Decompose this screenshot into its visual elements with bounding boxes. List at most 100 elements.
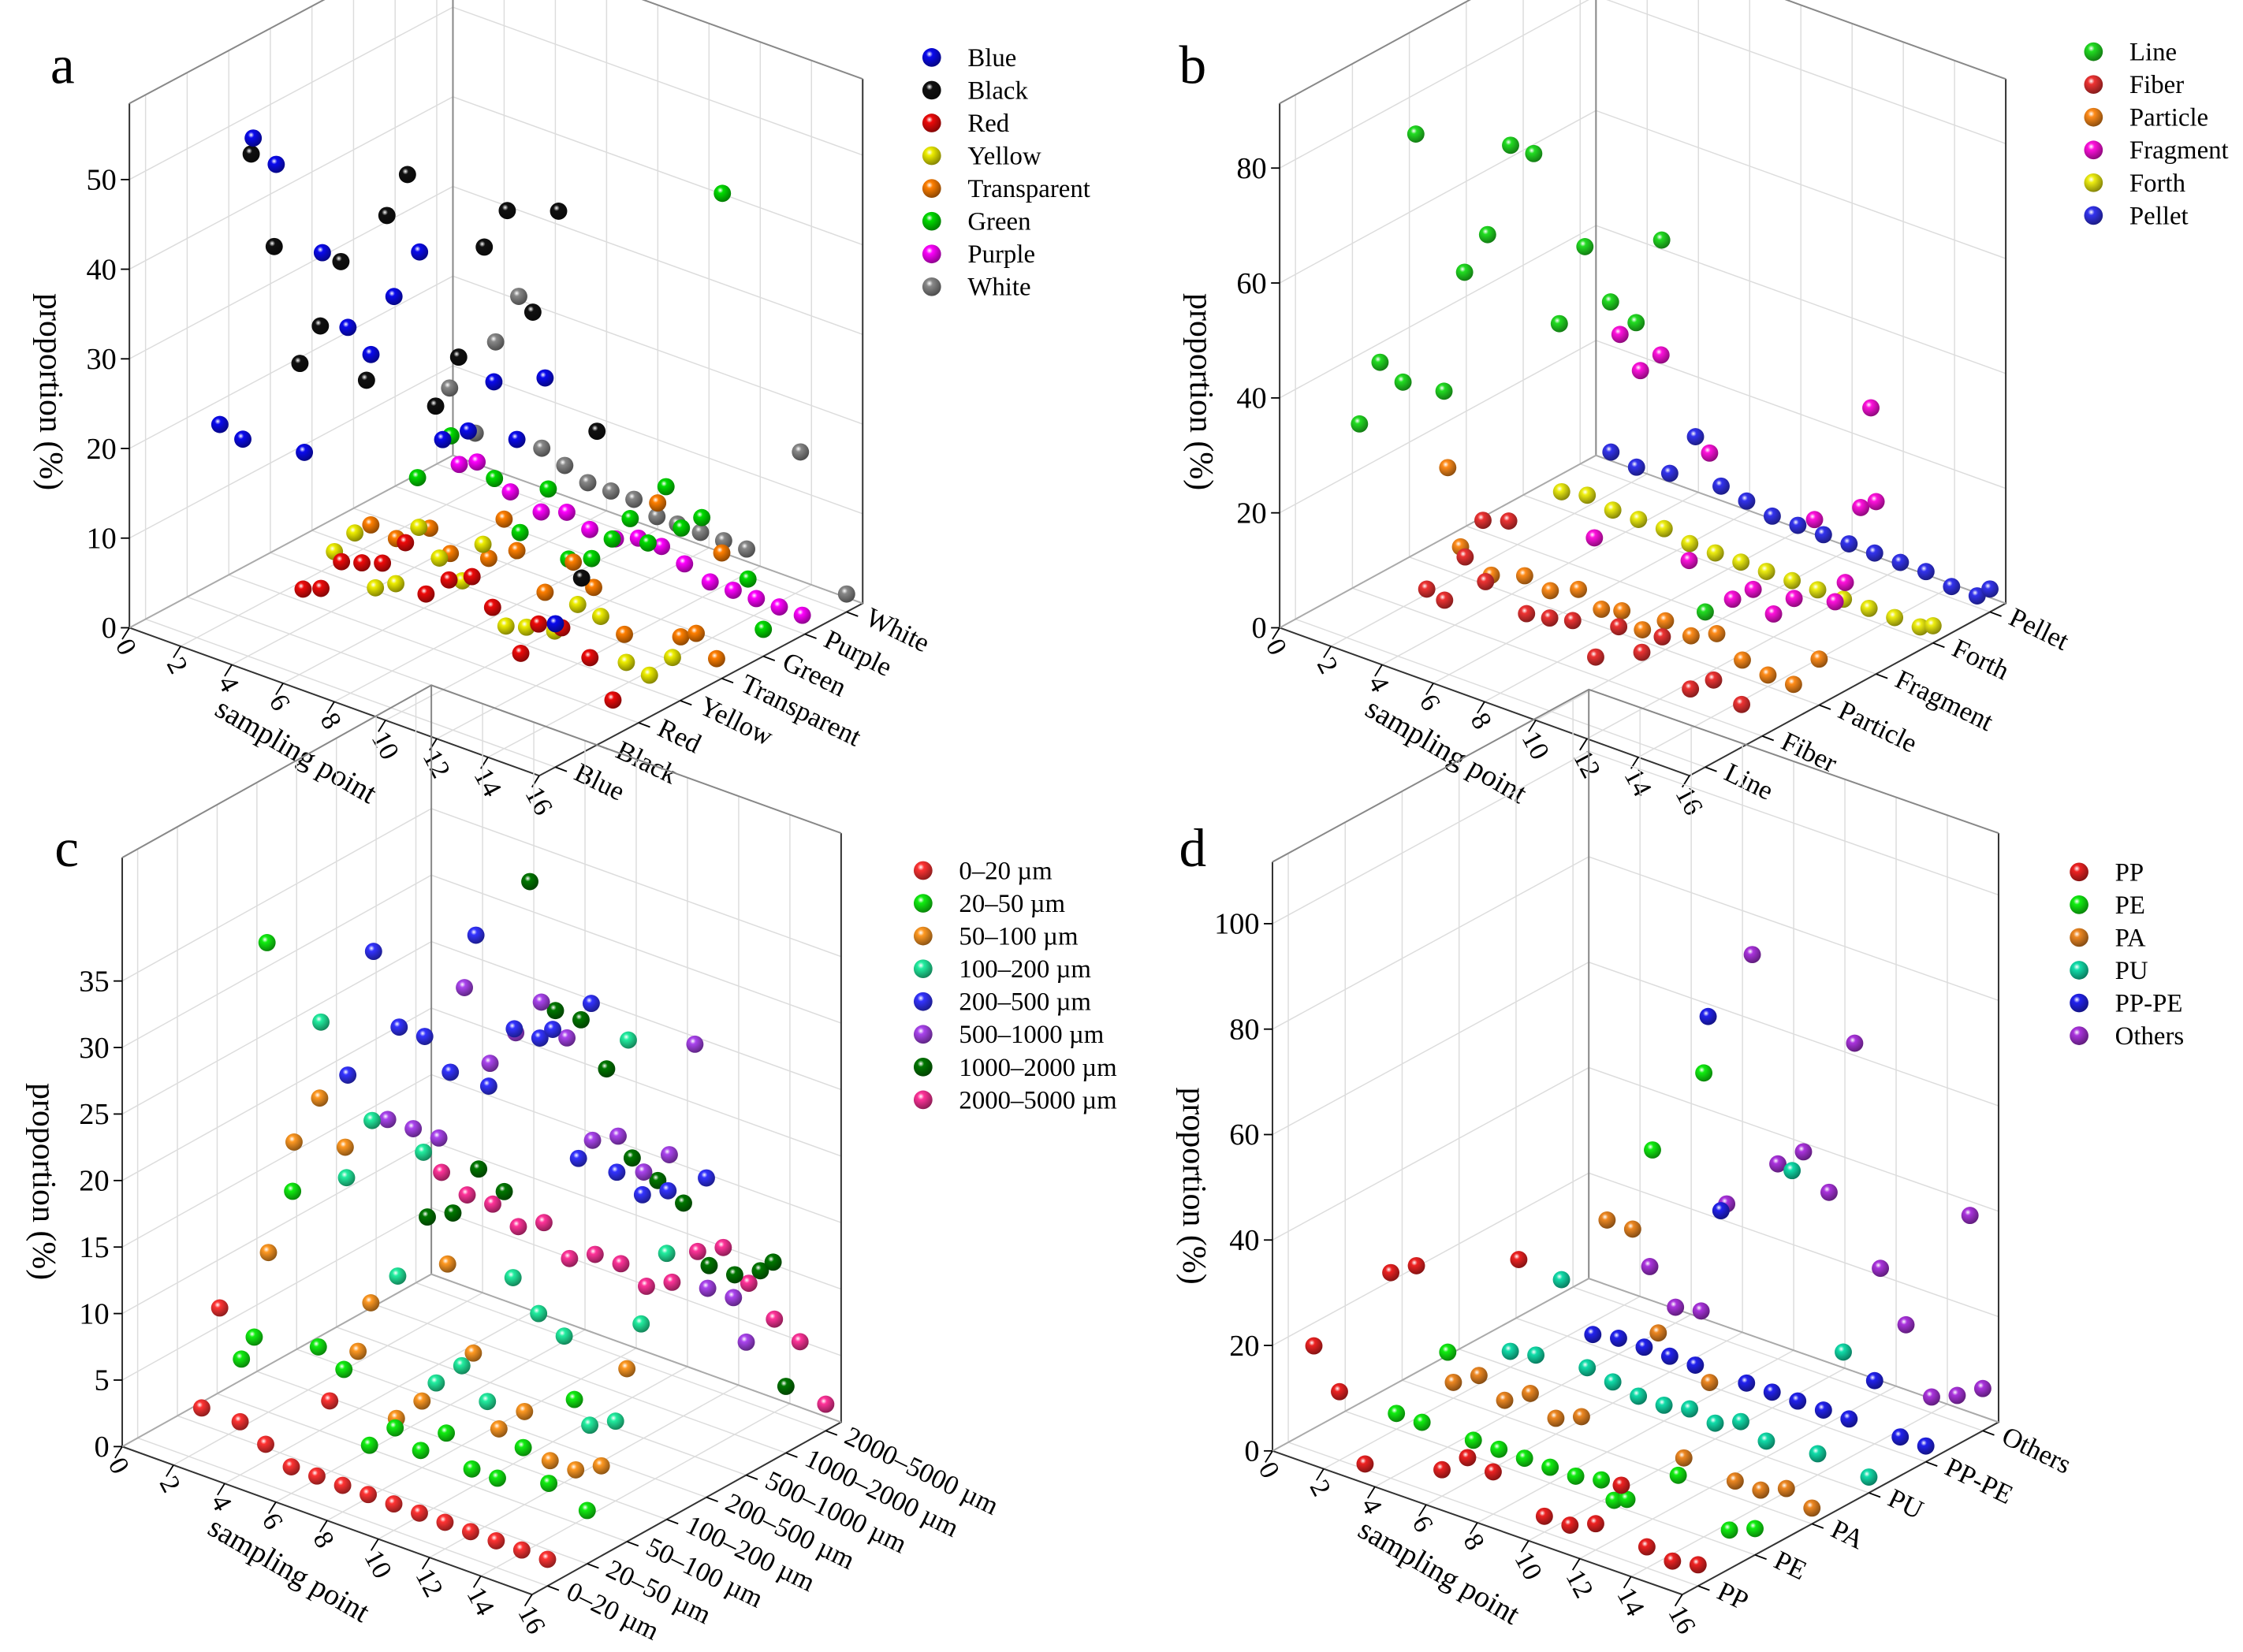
data-point xyxy=(390,1018,408,1036)
z-tick-label: 100 xyxy=(1214,908,1259,941)
category-tick xyxy=(804,633,817,639)
floor-gridline xyxy=(1352,587,1763,737)
data-point xyxy=(618,1360,636,1378)
data-point xyxy=(1924,616,1942,634)
data-point xyxy=(612,1255,630,1273)
data-point xyxy=(333,1476,352,1494)
data-point xyxy=(438,1255,456,1273)
data-point xyxy=(378,1111,397,1129)
data-point xyxy=(1502,136,1519,154)
data-point xyxy=(1587,1515,1604,1533)
data-point xyxy=(486,470,504,488)
x-tick-label: 10 xyxy=(1509,1547,1548,1585)
data-point xyxy=(1706,544,1724,562)
data-point xyxy=(1738,1374,1756,1392)
legend-label: Yellow xyxy=(967,143,1041,171)
legend-marker xyxy=(913,894,933,913)
x-tick-label: 2 xyxy=(161,653,194,679)
z-gridline xyxy=(121,808,842,982)
data-point xyxy=(725,1266,743,1284)
data-point xyxy=(430,1129,448,1147)
data-point xyxy=(267,155,285,173)
series-2000-5000-m xyxy=(433,1163,835,1413)
data-point xyxy=(1541,609,1559,627)
data-point xyxy=(1464,1431,1482,1449)
data-point xyxy=(1699,1007,1717,1025)
data-point xyxy=(621,510,639,527)
x-tick-label: 16 xyxy=(1670,782,1709,820)
data-point xyxy=(468,453,486,471)
series-particle xyxy=(1439,459,1828,694)
legend: Blue Black Red Yellow Transparent Green Purple… xyxy=(922,44,1090,302)
data-point xyxy=(1652,231,1671,249)
data-point xyxy=(1613,602,1631,620)
floor-gridline xyxy=(1459,1349,1869,1494)
data-point xyxy=(333,553,351,571)
z-tick-label: 0 xyxy=(1252,612,1267,645)
data-point xyxy=(1809,1445,1827,1463)
z-gridline xyxy=(121,874,842,1048)
data-point xyxy=(495,510,513,528)
data-point xyxy=(1961,1207,1979,1225)
z-tick-label: 80 xyxy=(1236,152,1266,185)
data-point xyxy=(660,1146,678,1163)
data-point xyxy=(1948,1386,1966,1405)
data-point xyxy=(1413,1413,1431,1431)
data-point xyxy=(479,549,497,567)
data-point xyxy=(1618,1490,1636,1509)
x-tick xyxy=(1528,720,1537,732)
data-point xyxy=(648,508,666,526)
data-point xyxy=(714,1238,732,1256)
floor-gridline xyxy=(1515,1317,1926,1463)
data-point xyxy=(440,571,458,589)
series-pp-pe xyxy=(1584,1007,1935,1455)
data-point xyxy=(461,1523,479,1541)
legend-label: 2000–5000 µm xyxy=(959,1086,1116,1114)
data-point xyxy=(1470,1367,1488,1385)
floor-back-edges xyxy=(1272,1278,1999,1452)
data-point xyxy=(233,1350,251,1368)
data-point xyxy=(1527,1346,1545,1364)
data-point xyxy=(244,129,263,147)
data-point xyxy=(332,252,350,270)
legend-item: PP xyxy=(2070,858,2144,887)
category-tick xyxy=(825,1430,838,1436)
floor-gridline xyxy=(256,1371,667,1520)
data-point xyxy=(686,1035,704,1053)
data-point xyxy=(1388,1405,1406,1423)
data-point xyxy=(456,979,474,996)
data-point xyxy=(1593,601,1611,618)
legend-item: Line xyxy=(2084,39,2177,67)
series-transparent xyxy=(362,494,731,668)
series-0-20-m xyxy=(192,1299,557,1568)
data-point xyxy=(751,1262,769,1280)
legend-marker xyxy=(922,244,941,264)
z-gridline xyxy=(1279,454,2006,629)
data-point xyxy=(1610,1330,1627,1347)
data-point xyxy=(1351,415,1369,433)
data-point xyxy=(568,596,587,613)
data-point xyxy=(1515,567,1533,585)
data-point xyxy=(1686,428,1705,446)
data-point xyxy=(463,1460,481,1478)
data-point xyxy=(1474,512,1492,530)
x-tick-label: 6 xyxy=(256,1509,289,1535)
data-point xyxy=(1682,627,1700,645)
data-point xyxy=(663,1273,681,1291)
data-point xyxy=(487,1531,505,1550)
data-point xyxy=(1705,671,1723,689)
data-point xyxy=(483,598,501,616)
x-tick xyxy=(1272,627,1280,640)
data-point xyxy=(565,1390,583,1408)
data-point xyxy=(339,1066,357,1084)
data-point xyxy=(603,530,621,548)
data-point xyxy=(1701,444,1719,462)
data-point xyxy=(470,1160,488,1178)
data-point xyxy=(1550,314,1568,333)
data-point xyxy=(1456,548,1474,566)
series-fragment xyxy=(1585,326,1885,623)
x-tick-label: 12 xyxy=(410,1564,449,1602)
data-point xyxy=(1917,563,1935,581)
data-point xyxy=(539,480,557,498)
x-tick-label: 14 xyxy=(468,764,508,802)
